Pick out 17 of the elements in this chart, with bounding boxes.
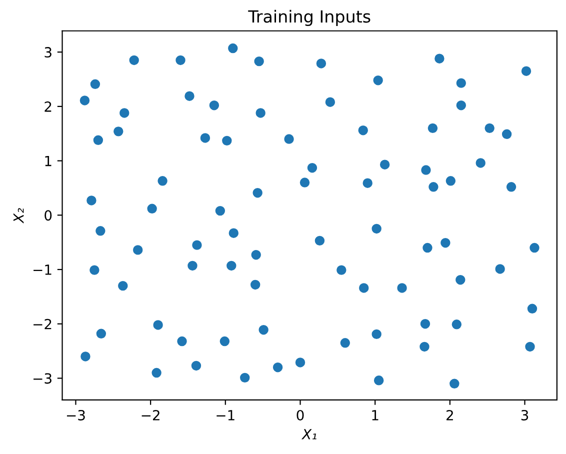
x-tick-label: 3 <box>521 410 528 420</box>
chart-title: Training Inputs <box>248 10 370 26</box>
y-tick-label: −2 <box>34 318 52 330</box>
y-tick-label: 2 <box>44 101 52 112</box>
x-tick-label: −3 <box>66 410 85 420</box>
x-tick-label: −1 <box>216 410 234 420</box>
x-axis-title: X₁ <box>301 429 316 440</box>
y-tick-label: −1 <box>34 264 52 275</box>
y-tick-label: 0 <box>44 210 52 221</box>
y-tick-label: −3 <box>34 373 52 384</box>
x-tick-label: 0 <box>296 410 304 420</box>
y-axis-title: X₂ <box>13 208 24 224</box>
x-tick-label: 2 <box>446 410 453 420</box>
x-tick-label: 1 <box>372 410 378 420</box>
y-tick-label: 3 <box>44 47 52 58</box>
x-tick-label: −2 <box>142 410 160 420</box>
y-tick-label: 1 <box>45 156 52 166</box>
